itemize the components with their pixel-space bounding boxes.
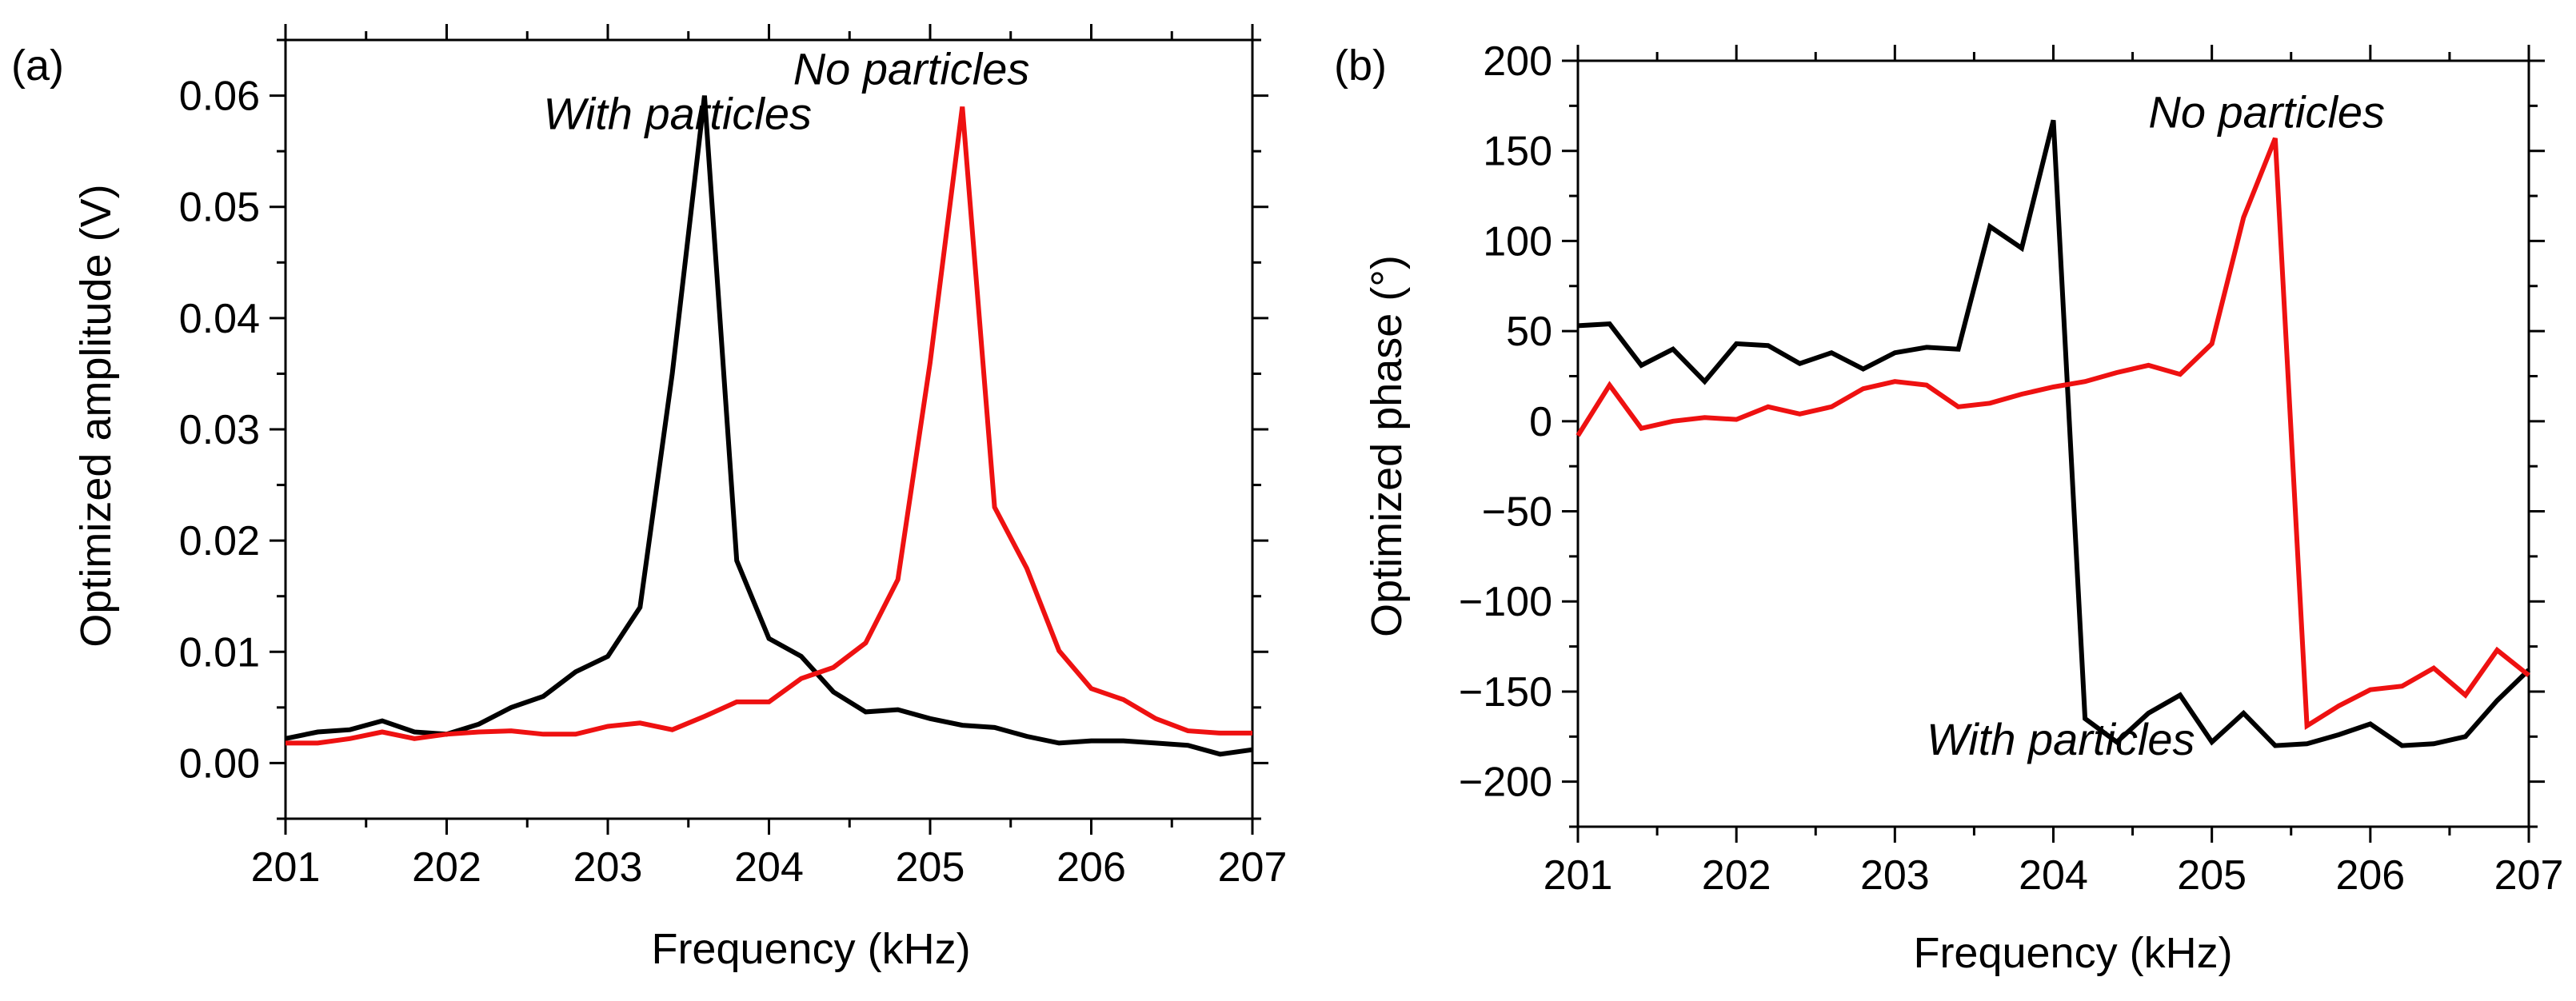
panel-b-y-tick-label: −100	[1459, 579, 1552, 625]
panel-a-annotation-no-particles: No particles	[793, 44, 1030, 94]
panel-b-x-tick-label: 206	[2335, 852, 2405, 899]
panel-a-series-line-with-particles	[285, 95, 1253, 757]
panel-a-y-tick-label: 0.03	[179, 407, 260, 453]
panel-a-series-line-no-particles	[286, 106, 1252, 746]
panel-b-annotation-no-particles: No particles	[2148, 86, 2385, 137]
panel-b-y-tick-label: −50	[1482, 489, 1552, 536]
panel-a-x-tick-label: 207	[1218, 844, 1288, 891]
panel-b-y-tick-label: 50	[1506, 309, 1552, 355]
panel-a-x-tick-label: 204	[734, 844, 804, 891]
panel-b-y-tick-label: 0	[1529, 399, 1552, 445]
panel-a-label: (a)	[11, 42, 64, 90]
panel-a-y-tick-label: 0.05	[179, 185, 260, 231]
panel-a-amplitude-chart: (a) Frequency (kHz) Optimized amplitude …	[11, 24, 1287, 973]
panel-a-y-tick-label: 0.06	[179, 74, 260, 120]
panel-b-series-line-no-particles	[1576, 137, 2530, 731]
panel-a-x-axis-title: Frequency (kHz)	[651, 925, 970, 973]
panel-b-x-tick-label: 207	[2494, 852, 2564, 899]
panel-b-x-axis-title: Frequency (kHz)	[1913, 929, 2232, 977]
panel-a-y-tick-label: 0.04	[179, 296, 260, 342]
panel-b-series-line-with-particles	[1577, 119, 2531, 748]
panel-a-x-tick-label: 205	[896, 844, 965, 891]
panel-a-annotation-with-particles: With particles	[543, 88, 812, 138]
panel-b-y-tick-label: 200	[1483, 38, 1552, 85]
panel-a-y-axis-title: Optimized amplitude (V)	[72, 184, 120, 647]
panel-a-x-tick-label: 201	[251, 844, 321, 891]
panel-b-x-tick-label: 205	[2177, 852, 2247, 899]
panel-b-y-tick-label: 150	[1483, 129, 1552, 175]
panel-b-x-tick-label: 203	[1860, 852, 1930, 899]
panel-b-annotation-with-particles: With particles	[1927, 714, 2195, 764]
panel-b-plot-frame	[1576, 59, 2530, 828]
panel-a-x-tick-label: 203	[573, 844, 643, 891]
panel-b-x-tick-label: 204	[2019, 852, 2088, 899]
panel-a-x-tick-label: 202	[412, 844, 481, 891]
panel-b-x-tick-label: 202	[1702, 852, 1771, 899]
panel-a-x-tick-label: 206	[1056, 844, 1126, 891]
panel-b-y-tick-label: −200	[1459, 760, 1552, 806]
panel-b-y-axis-title: Optimized phase (°)	[1363, 255, 1411, 637]
panel-b-label: (b)	[1334, 42, 1387, 90]
panel-b-y-tick-label: 100	[1483, 218, 1552, 265]
panel-b-phase-chart: (b) Frequency (kHz) Optimized phase (°) …	[1334, 38, 2563, 977]
panel-a-y-tick-label: 0.00	[179, 740, 260, 787]
panel-b-x-tick-label: 201	[1544, 852, 1613, 899]
panel-a-y-tick-label: 0.01	[179, 629, 260, 676]
panel-b-y-tick-label: −150	[1459, 669, 1552, 716]
panel-a-y-tick-label: 0.02	[179, 518, 260, 564]
